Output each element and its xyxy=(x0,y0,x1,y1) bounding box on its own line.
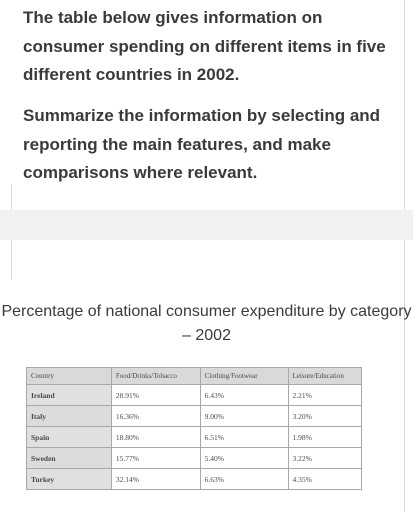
country-cell: Sweden xyxy=(26,447,112,469)
food-cell: 32.14% xyxy=(110,468,201,490)
leisure-cell: 4.35% xyxy=(287,468,363,490)
task-prompt-card: The table below gives information on con… xyxy=(0,0,413,210)
food-cell: 15.77% xyxy=(110,447,201,469)
prompt-description: The table below gives information on con… xyxy=(23,8,386,84)
country-cell: Spain xyxy=(26,426,112,448)
table-row: Spain 18.80% 6.51% 1.98% xyxy=(26,426,363,448)
table-row: Sweden 15.77% 5.40% 3.22% xyxy=(26,447,363,469)
leisure-cell: 3.22% xyxy=(287,447,363,469)
country-cell: Turkey xyxy=(26,468,112,490)
table-row: Ireland 28.91% 6.43% 2.21% xyxy=(26,384,363,406)
leisure-cell: 3.20% xyxy=(287,405,363,427)
table-title: Percentage of national consumer expendit… xyxy=(1,303,412,344)
food-cell: 28.91% xyxy=(110,384,201,406)
food-cell: 16.36% xyxy=(110,405,201,427)
prompt-instruction: Summarize the information by selecting a… xyxy=(23,106,381,182)
clothing-cell: 6.63% xyxy=(199,468,289,490)
card-border-left xyxy=(11,240,12,280)
header-leisure: Leisure/Education xyxy=(287,367,363,385)
expenditure-table: Country Food/Drinks/Tobacco Clothing/Foo… xyxy=(26,367,363,490)
card-border-left xyxy=(11,184,12,210)
table-header-row: Country Food/Drinks/Tobacco Clothing/Foo… xyxy=(26,367,363,385)
clothing-cell: 6.51% xyxy=(199,426,289,448)
clothing-cell: 5.40% xyxy=(199,447,289,469)
clothing-cell: 9.00% xyxy=(199,405,289,427)
food-cell: 18.80% xyxy=(110,426,201,448)
header-clothing: Clothing/Footwear xyxy=(199,367,289,385)
card-border-right xyxy=(404,0,405,210)
table-card: Percentage of national consumer expendit… xyxy=(0,240,413,512)
leisure-cell: 2.21% xyxy=(287,384,363,406)
table-row: Turkey 32.14% 6.63% 4.35% xyxy=(26,468,363,490)
header-country: Country xyxy=(26,367,112,385)
clothing-cell: 6.43% xyxy=(199,384,289,406)
country-cell: Italy xyxy=(26,405,112,427)
card-border-right xyxy=(404,240,405,512)
leisure-cell: 1.98% xyxy=(287,426,363,448)
table-row: Italy 16.36% 9.00% 3.20% xyxy=(26,405,363,427)
country-cell: Ireland xyxy=(26,384,112,406)
header-food: Food/Drinks/Tobacco xyxy=(110,367,201,385)
